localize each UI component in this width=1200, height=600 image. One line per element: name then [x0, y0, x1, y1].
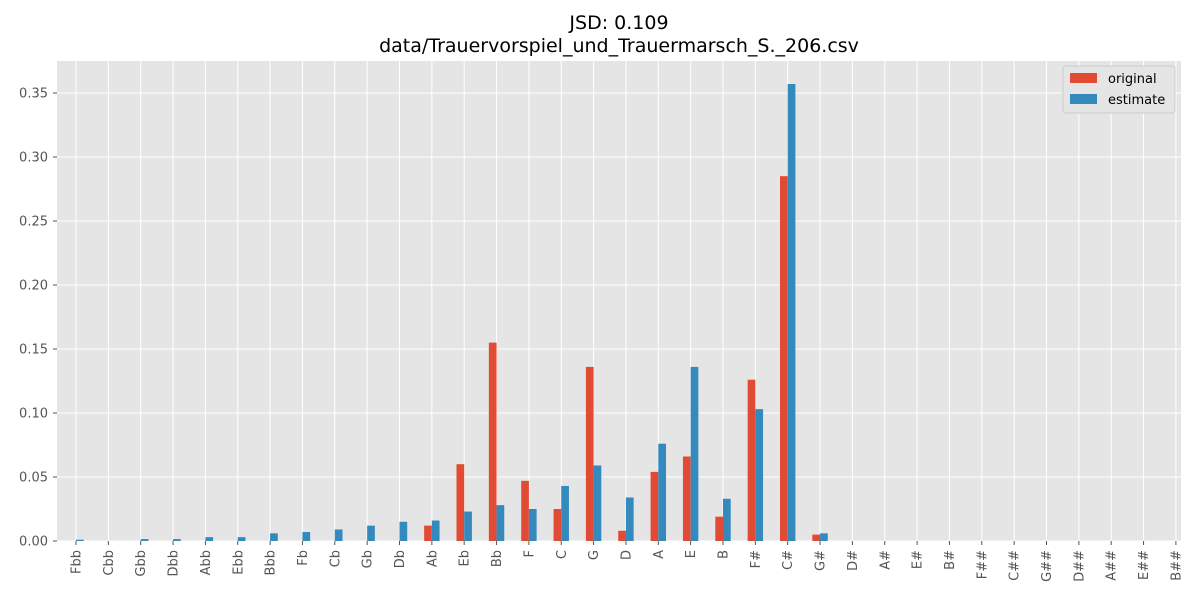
bar-original-F	[521, 480, 529, 541]
legend: original estimate	[1062, 65, 1176, 114]
y-tick-label: 0.25	[19, 215, 48, 230]
bar-estimate-Ab	[431, 520, 440, 541]
x-tick-label: D	[619, 550, 634, 560]
x-tick-label: B#	[943, 550, 958, 570]
bar-estimate-G#	[820, 533, 828, 541]
x-tick-label: Gb	[361, 550, 376, 568]
bar-estimate-Eb	[464, 511, 472, 541]
grid-lines	[57, 61, 1181, 542]
y-tick-label: 0.15	[19, 343, 48, 358]
y-tick-label: 0.35	[19, 87, 48, 102]
bar-estimate-A	[658, 443, 666, 541]
bar-original-F#	[747, 379, 756, 541]
bar-estimate-G	[593, 465, 602, 541]
bar-estimate-Gbb	[140, 539, 149, 541]
x-tick-label: G	[587, 550, 602, 560]
y-tick-label: 0.20	[19, 279, 48, 294]
x-tick-label: B##	[1169, 550, 1184, 581]
bar-estimate-B	[723, 498, 731, 541]
x-tick-label: Dbb	[167, 550, 182, 577]
x-tick-label: C	[555, 550, 570, 559]
bar-original-Bb	[488, 342, 497, 541]
x-tick-label: F#	[749, 550, 764, 568]
x-tick-label: A##	[1105, 550, 1120, 581]
x-tick-label: F	[522, 550, 537, 557]
bar-estimate-Bbb	[270, 533, 278, 541]
x-tick-label: Bb	[490, 550, 505, 567]
chart-title: JSD: 0.109	[568, 12, 668, 34]
y-tick-label: 0.05	[19, 471, 48, 486]
x-tick-label: D#	[846, 550, 861, 571]
bar-estimate-D	[625, 497, 634, 541]
x-axis: Fbb Cbb Gbb Dbb Abb Ebb Bbb Fb Cb Gb Db Ab Eb Bb F C G D A…	[70, 541, 1184, 582]
x-tick-label: Cbb	[102, 550, 117, 576]
bar-original-G#	[812, 534, 821, 541]
bar-estimate-Abb	[205, 537, 214, 541]
x-tick-label: B	[717, 550, 732, 559]
bar-estimate-Db	[399, 521, 408, 541]
x-tick-label: G#	[814, 550, 829, 571]
bar-original-B	[715, 516, 723, 541]
bar-original-E	[682, 456, 691, 541]
x-tick-label: Gbb	[134, 550, 149, 577]
x-tick-label: E#	[911, 550, 926, 569]
bar-original-A	[650, 471, 659, 541]
bar-original-C#	[780, 176, 788, 541]
bar-original-C	[553, 509, 562, 541]
y-axis: 0.00 0.05 0.10 0.15 0.20 0.25 0.30 0.35	[19, 87, 57, 550]
bar-estimate-C#	[787, 84, 796, 541]
legend-swatch-estimate	[1070, 94, 1097, 104]
bar-original-Ab	[424, 525, 432, 541]
x-tick-label: C#	[781, 550, 796, 570]
x-tick-label: Cb	[328, 550, 343, 567]
x-tick-label: F##	[975, 550, 990, 579]
chart-subtitle: data/Trauervorspiel_und_Trauermarsch_S._…	[379, 35, 859, 57]
y-tick-label: 0.00	[19, 535, 48, 550]
x-tick-label: C##	[1008, 550, 1023, 581]
x-tick-label: Ab	[425, 550, 440, 567]
legend-swatch-original	[1070, 73, 1097, 83]
x-tick-label: Eb	[458, 550, 473, 566]
x-tick-label: Fbb	[70, 550, 85, 574]
bar-estimate-E	[690, 366, 699, 541]
bar-estimate-Bb	[496, 505, 505, 541]
x-tick-label: Fb	[296, 550, 311, 566]
x-tick-label: Ebb	[231, 550, 246, 575]
bar-estimate-Cb	[334, 529, 343, 541]
x-tick-label: A	[652, 550, 667, 559]
bar-estimate-Gb	[367, 525, 375, 541]
y-tick-label: 0.30	[19, 151, 48, 166]
bar-estimate-Dbb	[173, 539, 181, 541]
legend-label-estimate: estimate	[1108, 93, 1165, 108]
x-tick-label: Bbb	[264, 550, 279, 575]
x-tick-label: E##	[1137, 550, 1152, 580]
bar-original-Eb	[456, 464, 465, 541]
x-tick-label: D##	[1072, 550, 1087, 582]
bar-original-G	[585, 366, 594, 541]
bar-estimate-F	[528, 509, 537, 541]
bar-estimate-C	[561, 485, 569, 541]
x-tick-label: Db	[393, 550, 408, 568]
y-tick-label: 0.10	[19, 407, 48, 422]
x-tick-label: A#	[878, 550, 893, 570]
x-tick-label: Abb	[199, 550, 214, 575]
x-tick-label: G##	[1040, 550, 1055, 582]
bar-original-D	[618, 530, 626, 541]
plot-area	[57, 61, 1181, 541]
bar-estimate-Fb	[302, 532, 311, 541]
bar-estimate-F#	[755, 409, 764, 541]
bar-estimate-Fbb	[76, 539, 84, 541]
x-tick-label: E	[684, 550, 699, 558]
bars	[76, 84, 828, 541]
legend-label-original: original	[1108, 72, 1157, 87]
bar-estimate-Ebb	[237, 537, 246, 541]
